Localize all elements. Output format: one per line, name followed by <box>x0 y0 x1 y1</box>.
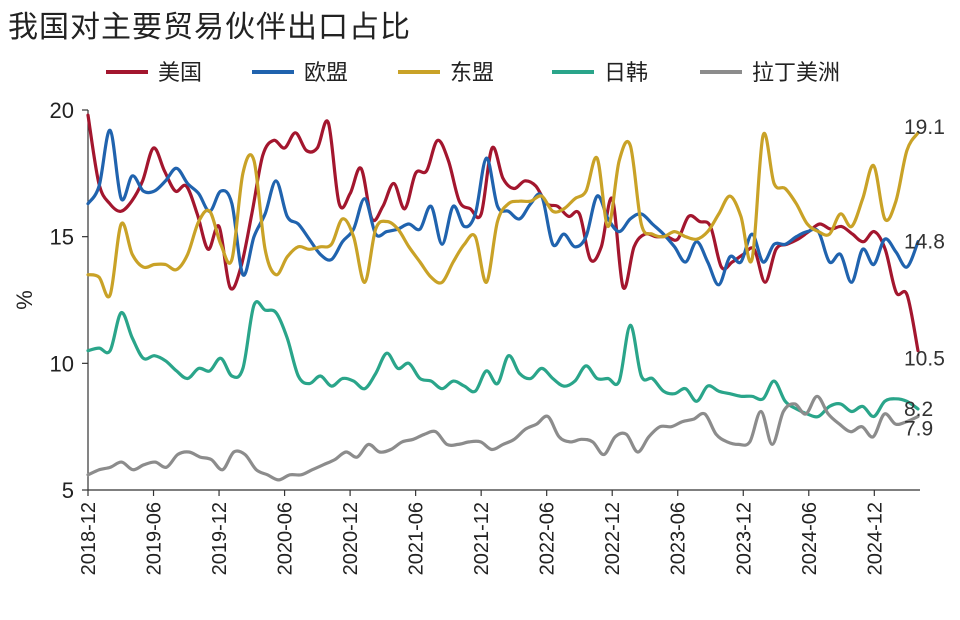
chart-legend: 美国 欧盟 东盟 日韩 拉丁美洲 <box>106 61 840 86</box>
y-tick-label: 10 <box>50 351 74 376</box>
legend-label: 欧盟 <box>304 61 348 86</box>
x-tick-label: 2021-12 <box>471 502 493 575</box>
legend-label: 拉丁美洲 <box>752 61 840 86</box>
y-tick-label: 20 <box>50 98 74 123</box>
end-label: 10.5 <box>904 348 945 371</box>
x-tick-label: 2022-06 <box>537 502 559 575</box>
y-tick-label: 15 <box>50 225 74 250</box>
x-tick-label: 2018-12 <box>78 502 100 575</box>
end-value-labels: 19.1 14.8 10.5 8.27.9 <box>904 116 945 441</box>
end-label: 14.8 <box>904 231 945 254</box>
chart-axes: 5 10 15 20% 2018-12 2019-06 2019-12 2020-06 2020… <box>12 98 920 575</box>
series-line-2 <box>86 131 920 299</box>
x-tick-label: 2023-06 <box>668 502 690 575</box>
legend-label: 美国 <box>158 61 202 86</box>
x-tick-label: 2024-06 <box>799 502 821 575</box>
x-tick-label: 2019-06 <box>144 502 166 575</box>
x-tick-label: 2023-12 <box>733 502 755 575</box>
chart-title: 我国对主要贸易伙伴出口占比 <box>8 10 411 45</box>
series-line-4 <box>86 394 920 482</box>
y-tick-label: 5 <box>62 478 74 503</box>
end-label: 19.1 <box>904 116 945 139</box>
series-line-0 <box>86 113 920 353</box>
series-line-3 <box>86 300 920 419</box>
x-tick-label: 2020-12 <box>340 502 362 575</box>
x-tick-label: 2019-12 <box>209 502 231 575</box>
x-tick-label: 2020-06 <box>275 502 297 575</box>
x-tick-label: 2022-12 <box>602 502 624 575</box>
y-axis-label: % <box>12 290 37 310</box>
x-tick-label: 2021-06 <box>406 502 428 575</box>
legend-label: 日韩 <box>604 61 648 86</box>
end-label: 7.9 <box>904 418 933 441</box>
legend-label: 东盟 <box>450 61 494 86</box>
chart-series <box>86 113 920 482</box>
x-tick-label: 2024-12 <box>864 502 886 575</box>
end-label: 8.2 <box>904 398 933 421</box>
